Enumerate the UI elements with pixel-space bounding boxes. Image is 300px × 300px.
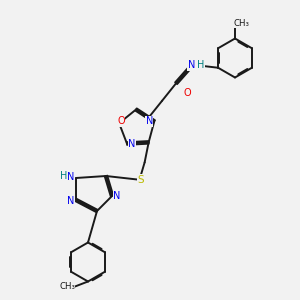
Text: CH₃: CH₃ bbox=[59, 282, 75, 291]
Text: N: N bbox=[146, 116, 153, 126]
Text: N: N bbox=[128, 139, 136, 148]
Text: H: H bbox=[197, 60, 204, 70]
Text: N: N bbox=[67, 172, 75, 182]
Text: H: H bbox=[60, 171, 68, 181]
Text: N: N bbox=[113, 191, 121, 201]
Text: CH₃: CH₃ bbox=[233, 19, 249, 28]
Text: O: O bbox=[183, 88, 191, 98]
Text: S: S bbox=[137, 175, 144, 185]
Text: N: N bbox=[188, 60, 195, 70]
Text: O: O bbox=[117, 116, 125, 126]
Text: N: N bbox=[67, 196, 75, 206]
